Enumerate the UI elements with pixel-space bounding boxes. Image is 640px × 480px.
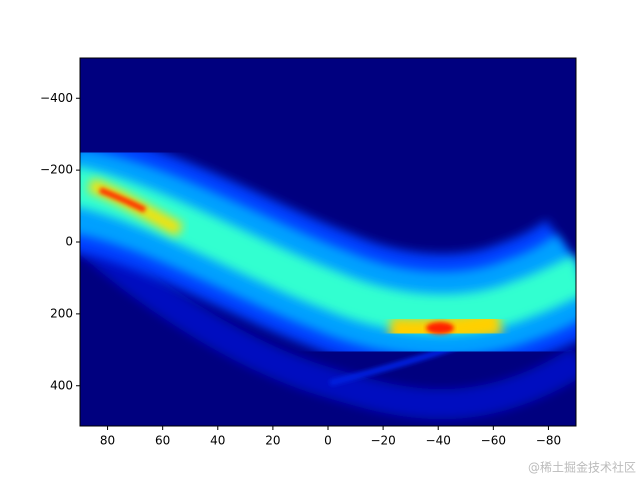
y-tick-label: −200 [40, 163, 73, 177]
x-tick-label: 80 [100, 434, 115, 448]
heatmap-image [80, 130, 576, 420]
watermark: @稀土掘金技术社区 [528, 460, 636, 475]
x-tick-label: 60 [155, 434, 170, 448]
y-tick-label: 200 [50, 306, 73, 320]
x-tick-label: 0 [324, 434, 332, 448]
x-tick-label: −40 [426, 434, 451, 448]
y-tick-label: 400 [50, 378, 73, 392]
x-tick-label: 40 [210, 434, 225, 448]
x-tick-label: −20 [370, 434, 395, 448]
x-tick-label: 20 [265, 434, 280, 448]
x-tick-label: −80 [536, 434, 561, 448]
y-tick-label: 0 [65, 235, 73, 249]
x-tick-label: −60 [481, 434, 506, 448]
y-tick-label: −400 [40, 91, 73, 105]
